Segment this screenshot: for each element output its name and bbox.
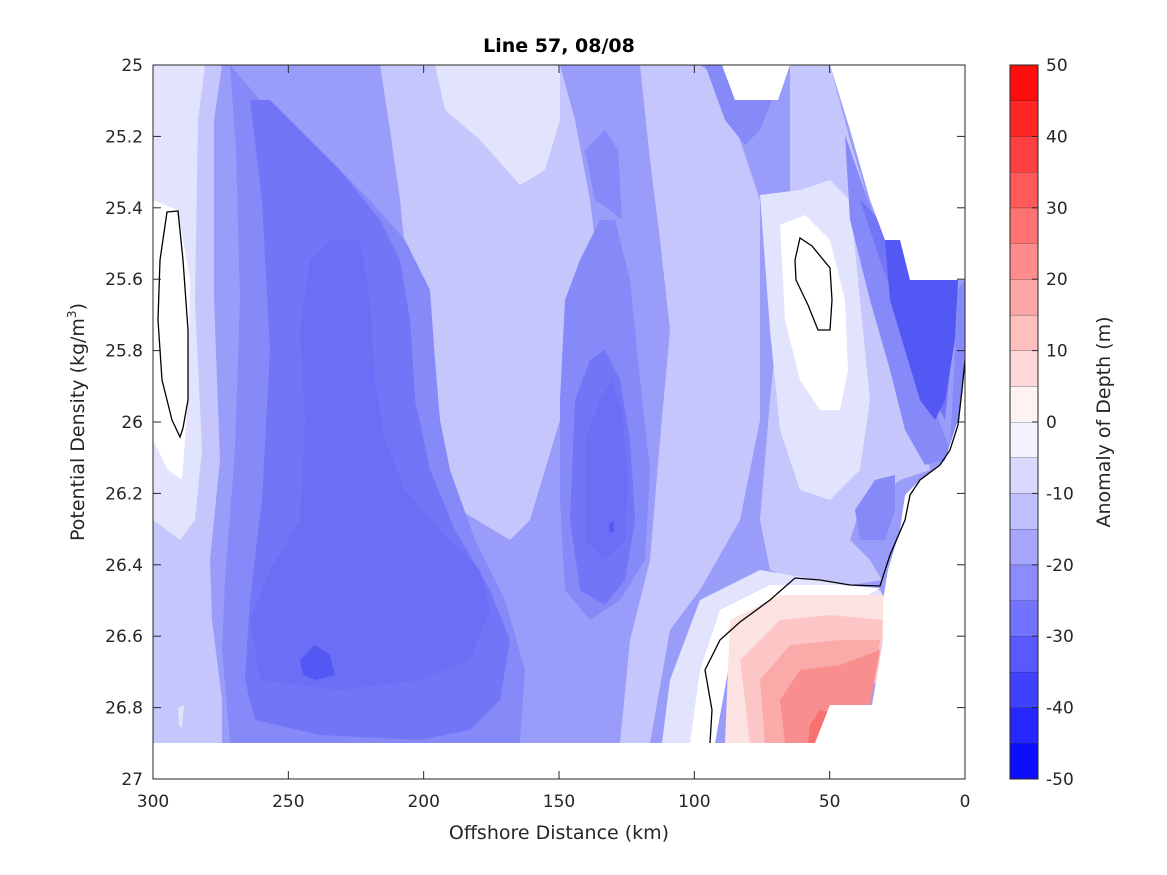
colorbar: -50 -40 -30 -20 -10 0 10 20 30 40 50 Anomaly of De…: [1009, 56, 1115, 790]
colorbar-tick-label: 50: [1046, 56, 1068, 76]
colorbar-tick-label: -40: [1046, 699, 1074, 719]
colorbar-swatch: [1010, 457, 1038, 494]
colorbar-swatch: [1010, 422, 1038, 458]
band-plus-25: [808, 710, 828, 743]
colorbar-swatch: [1010, 600, 1038, 637]
colorbar-tick-label: 40: [1046, 127, 1068, 147]
band-minus-25-top: [705, 65, 780, 145]
chart-title: Line 57, 08/08: [483, 35, 635, 57]
band-minus-35-west: [250, 240, 490, 690]
x-axis-ticks: 300 250 200 150 100 50 0: [137, 65, 971, 812]
x-tick-label: 50: [819, 792, 841, 812]
colorbar-swatch: [1010, 564, 1038, 601]
y-axis-label-main: Potential Density (kg/m: [67, 318, 89, 541]
colorbar-swatch: [1010, 529, 1038, 565]
y-tick-label: 25: [121, 56, 143, 76]
colorbar-swatch: [1010, 100, 1038, 137]
colorbar-swatch: [1010, 65, 1038, 101]
x-tick-label: 200: [407, 792, 439, 812]
colorbar-tick-label: 10: [1046, 342, 1068, 362]
colorbar-tick-label: -10: [1046, 484, 1074, 504]
colorbar-swatch: [1010, 350, 1038, 387]
nodata-nearshore-top: [830, 65, 965, 280]
y-tick-label: 26.6: [105, 627, 143, 647]
x-axis-label: Offshore Distance (km): [449, 822, 669, 844]
colorbar-swatch: [1010, 279, 1038, 315]
x-tick-label: 100: [678, 792, 710, 812]
colorbar-label: Anomaly of Depth (m): [1093, 317, 1115, 528]
colorbar-swatch: [1010, 314, 1038, 351]
nodata-nearshore-bottom: [815, 360, 965, 743]
x-tick-label: 150: [543, 792, 575, 812]
colorbar-swatch: [1010, 172, 1038, 208]
band-zero-west: [153, 200, 190, 480]
colorbar-swatch: [1010, 493, 1038, 530]
colorbar-swatch: [1010, 386, 1038, 422]
colorbar-swatches: [1010, 64, 1038, 779]
y-tick-label: 25.4: [105, 199, 143, 219]
y-tick-label: 26: [121, 413, 143, 433]
y-axis-ticks: 25 25.2 25.4 25.6 25.8 26 26.2 26.4 26.6 26.8 27: [105, 56, 965, 790]
colorbar-tick-label: 0: [1046, 413, 1057, 433]
speck-minus-40: [609, 520, 614, 533]
colorbar-swatch: [1010, 671, 1038, 708]
band-minus-40-spot: [300, 645, 335, 680]
band-minus-15-east: [620, 65, 760, 743]
y-tick-label: 27: [121, 770, 143, 790]
colorbar-swatch: [1010, 707, 1038, 744]
colorbar-swatch: [1010, 136, 1038, 173]
colorbar-tick-label: -50: [1046, 770, 1074, 790]
colorbar-swatch: [1010, 636, 1038, 672]
colorbar-swatch: [1010, 743, 1038, 779]
nodata-top-notch: [722, 65, 790, 100]
x-tick-label: 250: [272, 792, 304, 812]
y-axis-label: Potential Density (kg/m3): [65, 303, 89, 541]
colorbar-swatch: [1010, 207, 1038, 244]
colorbar-tick-label: 20: [1046, 270, 1068, 290]
speck-light: [178, 705, 184, 728]
y-axis-label-close: ): [67, 303, 89, 310]
x-tick-label: 0: [960, 792, 971, 812]
band-minus-25-islet: [855, 475, 895, 540]
band-minus-10-central: [435, 65, 560, 185]
contour-field: [153, 65, 965, 743]
band-minus-25-ridge: [585, 130, 622, 220]
band-minus-35-central: [585, 380, 628, 560]
y-tick-label: 25.2: [105, 127, 143, 147]
band-minus-25-east: [845, 135, 965, 465]
zero-contour-south: [704, 359, 965, 744]
y-tick-label: 26.4: [105, 556, 143, 576]
zero-contour-east: [794, 236, 833, 331]
band-minus-10-south: [662, 570, 885, 743]
y-axis-label-superscript: 3: [65, 310, 79, 318]
colorbar-ticks: -50 -40 -30 -20 -10 0 10 20 30 40 50: [1032, 56, 1074, 790]
colorbar-tick-label: 30: [1046, 199, 1068, 219]
y-tick-label: 25.8: [105, 342, 143, 362]
band-zero-east: [780, 215, 848, 410]
band-plus-20: [780, 650, 880, 743]
x-tick-label: 300: [137, 792, 169, 812]
colorbar-tick-label: -30: [1046, 627, 1074, 647]
nodata-nearshore-gap: [940, 430, 965, 743]
zero-contour-west: [157, 210, 189, 439]
band-minus-35-east: [885, 240, 958, 420]
zero-contour-lines: [157, 210, 965, 744]
colorbar-swatch: [1010, 243, 1038, 280]
plot-area: 300 250 200 150 100 50 0 2525.225.425.625.8262…: [105, 56, 970, 812]
y-tick-label: 26.2: [105, 484, 143, 504]
y-tick-label: 26.8: [105, 699, 143, 719]
colorbar-tick-label: -20: [1046, 556, 1074, 576]
y-tick-label: 25.6: [105, 270, 143, 290]
